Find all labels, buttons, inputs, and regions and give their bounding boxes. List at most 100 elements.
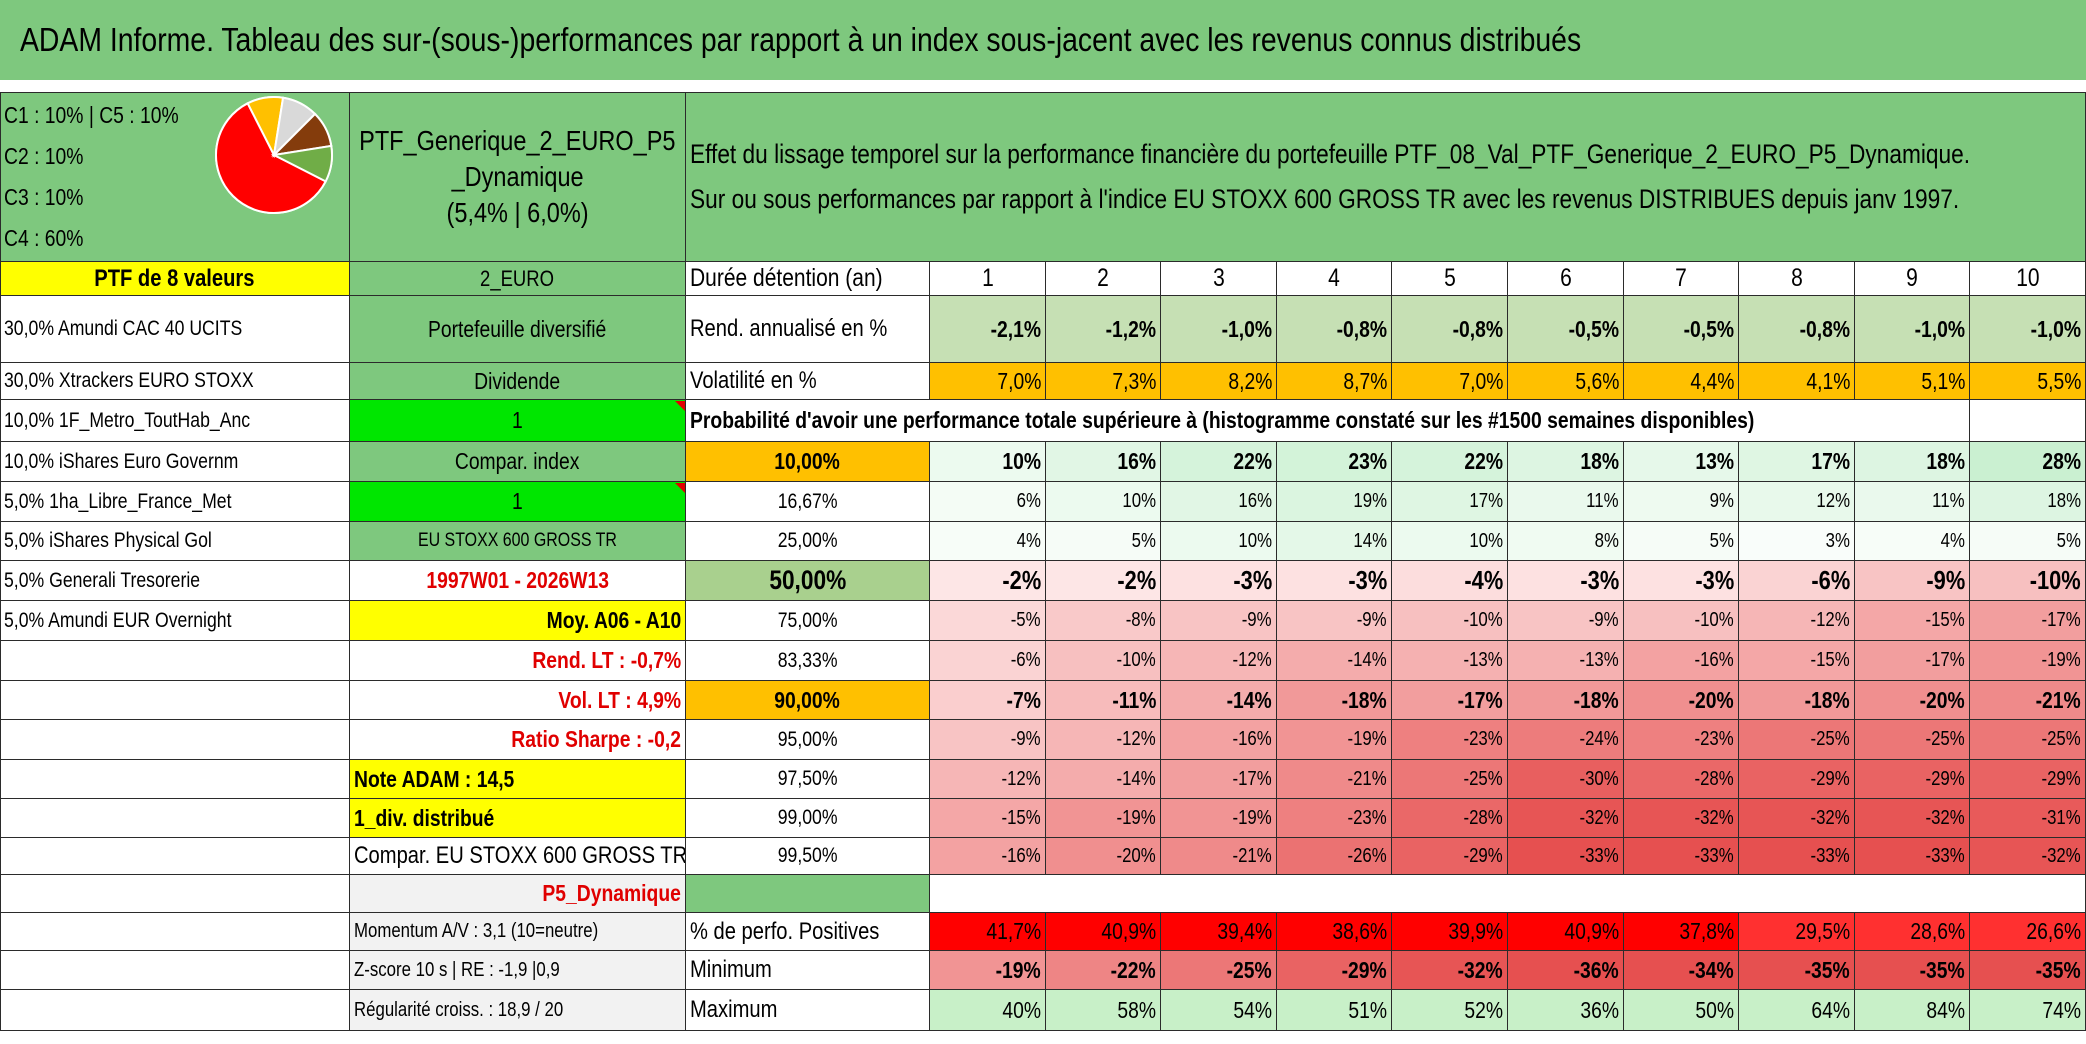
- compar-index-value: 1: [350, 482, 686, 522]
- quantile-value: -3%: [1161, 561, 1277, 601]
- quantile-value-text: -9%: [1589, 609, 1619, 631]
- quantile-value: -14%: [1277, 641, 1392, 681]
- year-header: 2: [1046, 262, 1161, 296]
- maximum-value: 84%: [1855, 990, 1970, 1031]
- quantile-value: -14%: [1161, 681, 1277, 720]
- minimum-value: -25%: [1161, 951, 1277, 990]
- quantile-value-text: 4%: [1016, 529, 1041, 552]
- moy-label: Moy. A06 - A10: [350, 601, 686, 641]
- momentum-text: Momentum A/V : 3,1 (10=neutre): [354, 920, 599, 942]
- quantile-value: -15%: [1855, 601, 1970, 641]
- quantile-value-text: -2%: [1002, 565, 1041, 595]
- rend-value: -2,1%: [930, 296, 1046, 363]
- minimum-value: -35%: [1970, 951, 2086, 990]
- quantile-label-text: 83,33%: [777, 648, 838, 672]
- compar-index-name-text: Compar. EU STOXX 600 GROSS TR: [354, 842, 686, 869]
- quantile-value: -9%: [1855, 561, 1970, 601]
- vol-value-text: 7,3%: [1111, 367, 1156, 394]
- vol-label-text: Volatilité en %: [690, 367, 817, 394]
- rend-lt-text: Rend. LT : -0,7%: [532, 647, 681, 673]
- minimum-value-text: -34%: [1688, 956, 1734, 983]
- empty-cell: [0, 641, 350, 681]
- quantile-value: -24%: [1508, 720, 1624, 760]
- vol-value-text: 5,5%: [2036, 367, 2081, 394]
- regularite: Régularité croiss. : 18,9 / 20: [350, 990, 686, 1031]
- quantile-value-text: 3%: [1825, 529, 1850, 552]
- quantile-label: 10,00%: [686, 442, 930, 482]
- maximum-label-text: Maximum: [690, 996, 778, 1023]
- quantile-value: 4%: [1855, 522, 1970, 561]
- quantile-value: -32%: [1970, 838, 2086, 875]
- quantile-value-text: -28%: [1694, 767, 1734, 790]
- quantile-value: 11%: [1855, 482, 1970, 522]
- quantile-value: -10%: [1624, 601, 1739, 641]
- quantile-value-text: -4%: [1464, 565, 1503, 595]
- quantile-value-text: -10%: [1463, 609, 1503, 631]
- year-header: 9: [1855, 262, 1970, 296]
- quantile-value-text: -21%: [1347, 767, 1387, 790]
- quantile-value: -10%: [1970, 561, 2086, 601]
- holding-item-text: 30,0% Amundi CAC 40 UCITS: [4, 317, 243, 340]
- minimum-value-text: -35%: [2035, 956, 2081, 983]
- allocation-line: C2 : 10%: [4, 143, 84, 169]
- quantile-value: 9%: [1624, 482, 1739, 522]
- quantile-value: -30%: [1508, 760, 1624, 799]
- quantile-label: 50,00%: [686, 561, 930, 601]
- quantile-value: 16%: [1046, 442, 1161, 482]
- minimum-value: -32%: [1392, 951, 1508, 990]
- quantile-value: -17%: [1392, 681, 1508, 720]
- quantile-value-text: 8%: [1594, 529, 1619, 552]
- quantile-value-text: 16%: [1117, 448, 1156, 474]
- adam-note-text: Note ADAM : 14,5: [354, 765, 515, 792]
- quantile-value: -25%: [1392, 760, 1508, 799]
- quantile-value: -20%: [1624, 681, 1739, 720]
- quantile-value: -25%: [1855, 720, 1970, 760]
- quantile-value: -13%: [1392, 641, 1508, 681]
- quantile-value: -33%: [1508, 838, 1624, 875]
- quantile-value-text: -12%: [1810, 609, 1850, 631]
- quantile-value: -19%: [1046, 799, 1161, 838]
- quantile-value-text: -25%: [1925, 728, 1965, 750]
- quantile-value: -29%: [1392, 838, 1508, 875]
- quantile-value: -12%: [1046, 720, 1161, 760]
- empty-cell: [0, 838, 350, 875]
- rend-value-text: -0,8%: [1799, 315, 1850, 342]
- quantile-value-text: -3%: [1348, 565, 1387, 595]
- quantile-value: -19%: [1161, 799, 1277, 838]
- vol-value-text: 8,7%: [1342, 367, 1387, 394]
- quantile-value-text: 10%: [1002, 448, 1041, 474]
- empty-cell: [0, 951, 350, 990]
- quantile-value-text: -33%: [1579, 844, 1619, 867]
- vol-value: 8,2%: [1161, 363, 1277, 400]
- index-name: EU STOXX 600 GROSS TR: [350, 522, 686, 561]
- quantile-value-text: 13%: [1695, 448, 1734, 474]
- period: 1997W01 - 2026W13: [350, 561, 686, 601]
- quantile-label: 90,00%: [686, 681, 930, 720]
- maximum-value: 58%: [1046, 990, 1161, 1031]
- quantile-value-text: -25%: [1810, 728, 1850, 750]
- quantile-value: -3%: [1508, 561, 1624, 601]
- vol-value: 4,4%: [1624, 363, 1739, 400]
- holding-item: 30,0% Amundi CAC 40 UCITS: [0, 296, 350, 363]
- maximum-value-text: 36%: [1580, 996, 1619, 1023]
- quantile-label-text: 50,00%: [769, 565, 846, 595]
- quantile-value-text: -9%: [1011, 728, 1041, 750]
- positives-label: % de perfo. Positives: [686, 913, 930, 951]
- probability-label: Probabilité d'avoir une performance tota…: [686, 400, 1970, 442]
- maximum-value-text: 50%: [1695, 996, 1734, 1023]
- quantile-value: 19%: [1277, 482, 1392, 522]
- quantile-value: -19%: [1277, 720, 1392, 760]
- empty-cell: [930, 875, 2086, 913]
- quantile-value: -2%: [1046, 561, 1161, 601]
- sharpe-ratio: Ratio Sharpe : -0,2: [350, 720, 686, 760]
- quantile-value: -16%: [1161, 720, 1277, 760]
- quantile-value-text: -9%: [1926, 565, 1965, 595]
- description-line: Sur ou sous performances par rapport à l…: [690, 183, 1960, 214]
- quantile-value-text: -33%: [1810, 844, 1850, 867]
- quantile-value-text: -29%: [2041, 767, 2081, 790]
- quantile-value-text: -15%: [1925, 609, 1965, 631]
- maximum-value: 74%: [1970, 990, 2086, 1031]
- quantile-value: 22%: [1392, 442, 1508, 482]
- quantile-value-text: -25%: [1463, 767, 1503, 790]
- rend-value-text: -0,8%: [1336, 315, 1387, 342]
